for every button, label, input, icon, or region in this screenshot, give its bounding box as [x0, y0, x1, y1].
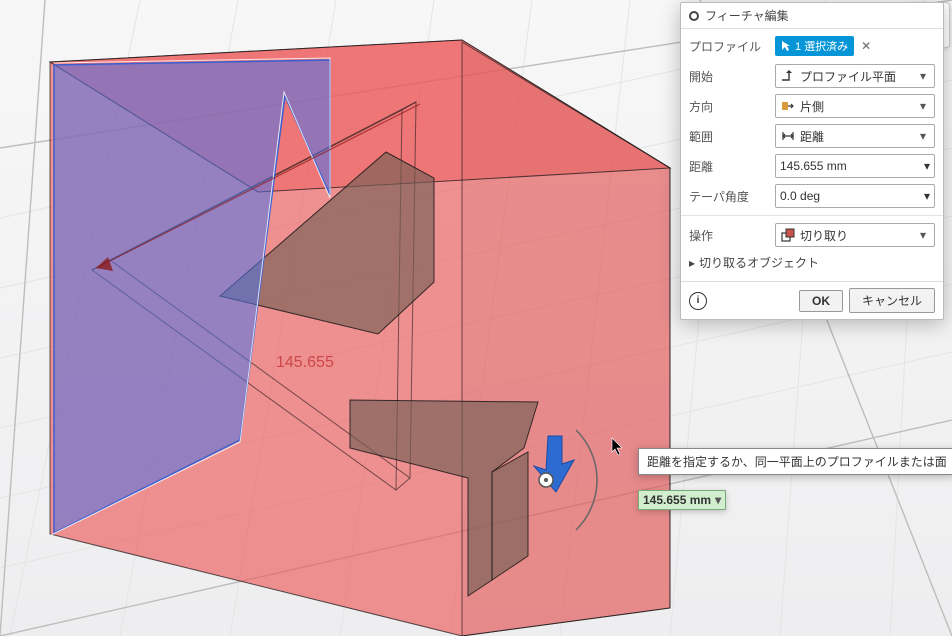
info-icon[interactable]: i: [689, 292, 707, 310]
taper-input[interactable]: 0.0 deg ▾: [775, 184, 935, 208]
panel-title: フィーチャ編集: [705, 7, 789, 24]
extent-select[interactable]: 距離 ▾: [775, 124, 935, 148]
objects-to-cut-disclosure[interactable]: ▸ 切り取るオブジェクト: [689, 250, 935, 275]
distance-floating-value: 145.655 mm: [643, 493, 711, 507]
distance-icon: [780, 128, 796, 144]
chevron-down-icon: ▾: [920, 69, 932, 83]
profile-selection-chip[interactable]: 1 選択済み: [775, 36, 854, 56]
label-profile: プロファイル: [689, 38, 769, 55]
start-select[interactable]: プロファイル平面 ▾: [775, 64, 935, 88]
label-direction: 方向: [689, 98, 769, 115]
chevron-right-icon: ▸: [689, 256, 695, 270]
chevron-down-icon: ▾: [920, 129, 932, 143]
feature-edit-panel: フィーチャ編集 プロファイル 1 選択済み ✕ 開始 プロファイル平面: [680, 2, 944, 320]
profile-plane-icon: [780, 68, 796, 84]
direction-select[interactable]: 片側 ▾: [775, 94, 935, 118]
label-operation: 操作: [689, 227, 769, 244]
label-taper: テーパ角度: [689, 188, 769, 205]
hint-tooltip: 距離を指定するか、同一平面上のプロファイルまたは面: [638, 448, 952, 475]
ok-button[interactable]: OK: [799, 290, 843, 312]
chevron-down-icon: ▾: [920, 228, 932, 242]
chevron-down-icon: ▾: [924, 189, 930, 203]
panel-header[interactable]: フィーチャ編集: [681, 3, 943, 29]
distance-input[interactable]: 145.655 mm ▾: [775, 154, 935, 178]
cancel-button[interactable]: キャンセル: [849, 288, 935, 313]
chevron-down-icon: ▾: [920, 99, 932, 113]
label-extent: 範囲: [689, 128, 769, 145]
chevron-down-icon: ▾: [924, 159, 930, 173]
cut-icon: [780, 227, 796, 243]
label-start: 開始: [689, 68, 769, 85]
chevron-down-icon: ▾: [715, 493, 721, 507]
operation-select[interactable]: 切り取り ▾: [775, 223, 935, 247]
one-side-icon: [780, 98, 796, 114]
distance-floating-input[interactable]: 145.655 mm ▾: [638, 490, 726, 510]
panel-pin-icon: [689, 11, 699, 21]
clear-selection-icon[interactable]: ✕: [858, 38, 874, 54]
label-distance: 距離: [689, 158, 769, 175]
